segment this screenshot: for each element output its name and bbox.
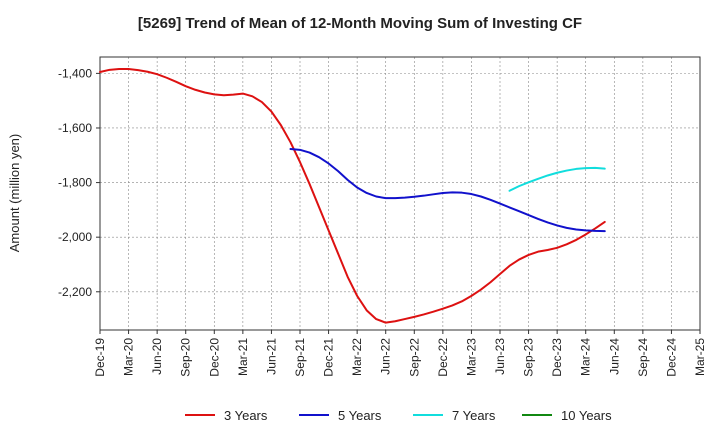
x-tick-label: Jun-21 — [264, 338, 278, 375]
x-tick-label: Sep-23 — [522, 338, 536, 377]
y-tick-label: -2,200 — [58, 285, 92, 299]
x-tick-label: Sep-21 — [293, 338, 307, 377]
x-tick-label: Mar-20 — [122, 338, 136, 376]
x-tick-label: Sep-20 — [179, 338, 193, 377]
x-tick-label: Dec-22 — [436, 338, 450, 377]
y-tick-label: -1,600 — [58, 121, 92, 135]
x-tick-label: Dec-23 — [550, 338, 564, 377]
y-tick-label: -1,400 — [58, 66, 92, 80]
x-tick-label: Mar-23 — [464, 338, 478, 376]
x-tick-label: Mar-25 — [693, 338, 707, 376]
x-tick-label: Sep-24 — [636, 338, 650, 377]
x-tick-label: Jun-20 — [150, 338, 164, 375]
x-tick-label: Dec-24 — [664, 338, 678, 377]
x-tick-label: Mar-24 — [579, 338, 593, 376]
legend-label: 5 Years — [338, 408, 382, 423]
x-tick-label: Mar-21 — [236, 338, 250, 376]
legend-label: 3 Years — [224, 408, 268, 423]
series-line-7-years — [508, 166, 606, 192]
legend-label: 10 Years — [561, 408, 612, 423]
series-line-5-years — [289, 148, 606, 233]
x-tick-label: Jun-23 — [493, 338, 507, 375]
series-layer — [99, 68, 606, 324]
gridlines — [99, 57, 701, 330]
x-tick-label: Dec-21 — [322, 338, 336, 377]
x-tick-label: Mar-22 — [350, 338, 364, 376]
y-tick-label: -1,800 — [58, 176, 92, 190]
y-tick-label: -2,000 — [58, 230, 92, 244]
y-axis-title: Amount (million yen) — [7, 134, 22, 253]
y-axis-ticks: -2,200 -2,000 -1,800 -1,600 -1,400 — [58, 66, 100, 299]
chart-title: [5269] Trend of Mean of 12-Month Moving … — [138, 15, 582, 32]
legend-label: 7 Years — [452, 408, 496, 423]
legend: 3 Years 5 Years 7 Years 10 Years — [185, 408, 612, 423]
x-tick-label: Dec-19 — [93, 338, 107, 377]
x-tick-label: Jun-24 — [607, 338, 621, 375]
series-line-3-years — [99, 68, 606, 324]
x-tick-label: Dec-20 — [207, 338, 221, 377]
x-tick-label: Sep-22 — [407, 338, 421, 377]
x-axis-ticks: Dec-19 Mar-20 Jun-20 Sep-20 Dec-20 Mar-21 Jun-… — [93, 330, 707, 377]
x-tick-label: Jun-22 — [379, 338, 393, 375]
plot-frame — [99, 56, 701, 331]
